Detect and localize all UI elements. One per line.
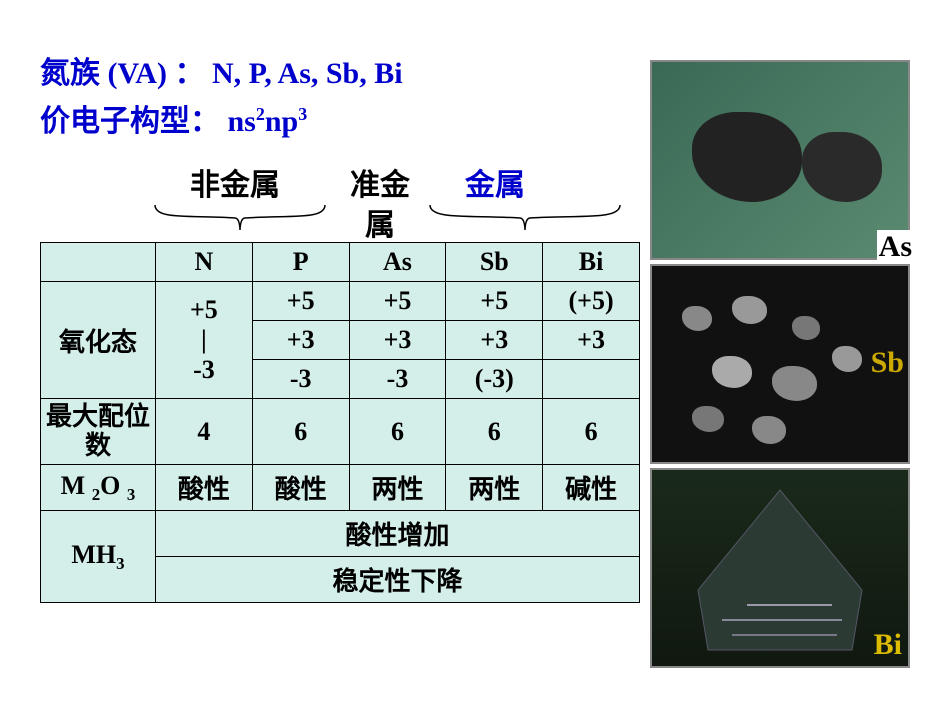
coord-As: 6	[349, 399, 446, 465]
ox-P-3: -3	[252, 360, 349, 399]
coord-P: 6	[252, 399, 349, 465]
photo-as: As	[650, 60, 910, 260]
header-P: P	[252, 243, 349, 282]
row-oxidation-1: 氧化态 +5 | -3 +5 +5 +5 (+5)	[41, 282, 640, 321]
header-blank	[41, 243, 156, 282]
photo-label-as: As	[877, 230, 914, 264]
label-metalloid: 准金	[340, 160, 420, 204]
config-sup1: 2	[256, 104, 265, 124]
m2o3-As: 两性	[349, 465, 446, 511]
mh3-trend1: 酸性增加	[156, 511, 640, 557]
label-m2o3: M 2O 3	[41, 465, 156, 511]
photo-sb: Sb	[650, 264, 910, 464]
crystal-shape	[652, 470, 908, 666]
label-nonmetal: 非金属	[190, 160, 280, 204]
config-np: np	[265, 105, 298, 138]
valence-label: 价电子构型：	[40, 105, 220, 138]
ox-As-3: -3	[349, 360, 446, 399]
label-coord: 最大配位数	[41, 399, 156, 465]
coord-N: 4	[156, 399, 253, 465]
table-header-row: N P As Sb Bi	[41, 243, 640, 282]
element-photos: As Sb Bi	[650, 60, 910, 672]
ox-P-1: +5	[252, 282, 349, 321]
title-block: 氮族 (VA) ： N, P, As, Sb, Bi 价电子构型： ns2np3	[40, 50, 403, 146]
m2o3-P: 酸性	[252, 465, 349, 511]
brace-nonmetal	[150, 200, 330, 240]
rock-shape	[802, 132, 882, 202]
ox-Sb-2: +3	[446, 321, 543, 360]
ox-Bi-3	[543, 360, 640, 399]
label-metal: 金属	[465, 160, 525, 204]
ox-As-1: +5	[349, 282, 446, 321]
chip	[692, 406, 724, 432]
photo-bi: Bi	[650, 468, 910, 668]
ox-Bi-2: +3	[543, 321, 640, 360]
title-line2: 价电子构型： ns2np3	[40, 98, 403, 146]
m2o3-Sb: 两性	[446, 465, 543, 511]
ox-Sb-3: (-3)	[446, 360, 543, 399]
ox-Sb-1: +5	[446, 282, 543, 321]
chip	[752, 416, 786, 444]
chip	[832, 346, 862, 372]
header-As: As	[349, 243, 446, 282]
slide-root: 氮族 (VA) ： N, P, As, Sb, Bi 价电子构型： ns2np3…	[0, 0, 950, 713]
photo-label-bi: Bi	[874, 628, 902, 662]
config-ns: ns	[220, 105, 256, 138]
m2o3-N: 酸性	[156, 465, 253, 511]
mh3-trend2: 稳定性下降	[156, 557, 640, 603]
ox-As-2: +3	[349, 321, 446, 360]
m2o3-Bi: 碱性	[543, 465, 640, 511]
header-Sb: Sb	[446, 243, 543, 282]
chip	[712, 356, 752, 388]
chip	[772, 366, 817, 401]
row-m2o3: M 2O 3 酸性 酸性 两性 两性 碱性	[41, 465, 640, 511]
row-coord: 最大配位数 4 6 6 6 6	[41, 399, 640, 465]
row-mh3-1: MH3 酸性增加	[41, 511, 640, 557]
coord-Bi: 6	[543, 399, 640, 465]
chip	[792, 316, 820, 340]
ox-Bi-1: (+5)	[543, 282, 640, 321]
coord-Sb: 6	[446, 399, 543, 465]
properties-table: N P As Sb Bi 氧化态 +5 | -3 +5 +5 +5 (+5) +…	[40, 242, 640, 603]
ox-N: +5 | -3	[156, 282, 253, 399]
group-name: 氮族 (VA) ：	[40, 57, 204, 90]
config-sup2: 3	[298, 104, 307, 124]
title-line1: 氮族 (VA) ： N, P, As, Sb, Bi	[40, 50, 403, 98]
ox-P-2: +3	[252, 321, 349, 360]
table: N P As Sb Bi 氧化态 +5 | -3 +5 +5 +5 (+5) +…	[40, 242, 640, 603]
label-oxidation: 氧化态	[41, 282, 156, 399]
label-metalloid-b: 属	[340, 200, 420, 244]
header-Bi: Bi	[543, 243, 640, 282]
header-N: N	[156, 243, 253, 282]
chip	[682, 306, 712, 331]
label-mh3: MH3	[41, 511, 156, 603]
photo-label-sb: Sb	[871, 346, 904, 380]
brace-metal	[425, 200, 625, 240]
rock-shape	[692, 112, 802, 202]
chip	[732, 296, 767, 324]
group-elements: N, P, As, Sb, Bi	[204, 57, 402, 90]
